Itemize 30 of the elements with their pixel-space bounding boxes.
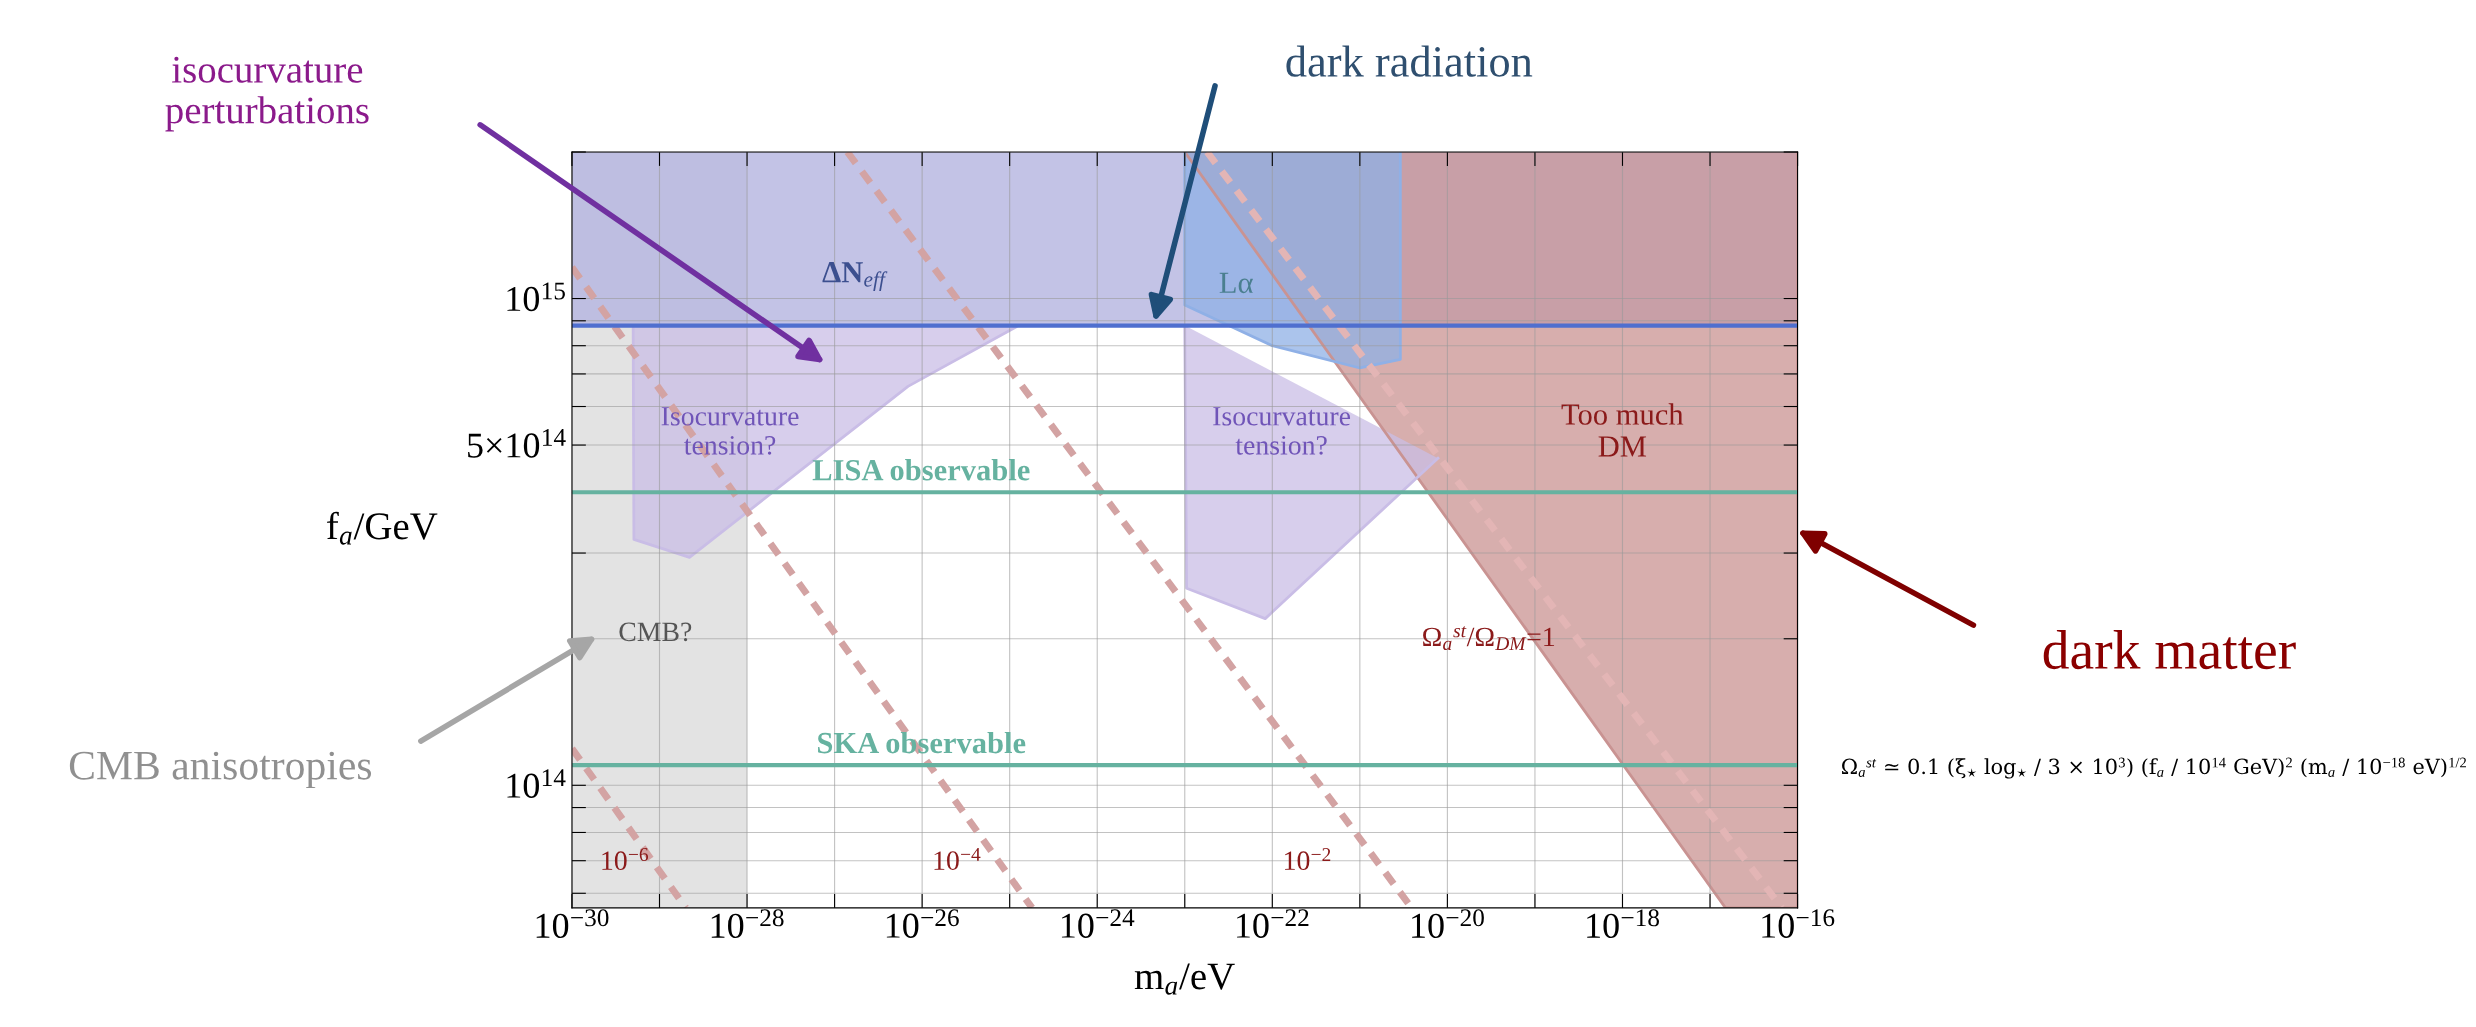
text: CMB anisotropies <box>69 751 372 789</box>
annotation: Ω$_{a}$$^{st}$/Ω$_{DM}$=1 <box>1423 626 1555 651</box>
annotation: ΔN$_{eff}$ <box>822 262 888 291</box>
annotation: Too much DM <box>1561 403 1684 457</box>
text: Ω$_{a}$$^{st}$ ≃ 0.1 (ξ$_{⋆}$ log$_{⋆}$ / 3 × 10$^{3}$) (f$_{a}$ / 10$^{14}$ GeV)$^{2}$ (m$_{a}$ / 10$^{−18}$ eV)$^{1/2}$ <box>1842 757 2466 779</box>
x-tick-label: 10$^{−18}$ <box>1587 909 1659 939</box>
ref-line-label: SKA observable <box>818 731 1026 754</box>
text: dark matter <box>2043 630 2296 670</box>
text: dark radiation <box>1286 45 1533 77</box>
y-tick-label: 5×10$^{14}$ <box>468 429 566 458</box>
annotation: CMB? <box>619 622 692 642</box>
x-axis-title: m$_{a}$/eV <box>1134 963 1235 995</box>
x-tick-label: 10$^{−20}$ <box>1412 909 1484 939</box>
text: isocurvature perturbations <box>165 56 369 132</box>
x-tick-label: 10$^{−24}$ <box>1061 909 1135 938</box>
x-tick-label: 10$^{−22}$ <box>1237 909 1309 938</box>
ref-line-label: LISA observable <box>812 458 1030 481</box>
annotation: 10$^{−6}$ <box>602 848 649 871</box>
annotation: Isocurvature tension? <box>661 407 799 455</box>
annotation: 10$^{−4}$ <box>934 848 981 871</box>
y-tick-label: 10$^{14}$ <box>507 769 566 798</box>
annotation: Lα <box>1219 272 1253 294</box>
x-tick-label: 10$^{−26}$ <box>886 909 959 938</box>
x-tick-label: 10$^{−16}$ <box>1762 909 1835 938</box>
y-axis-title: f$_{a}$/GeV <box>327 511 438 545</box>
y-tick-label: 10$^{15}$ <box>507 282 565 312</box>
annotation: Isocurvature tension? <box>1213 407 1351 455</box>
annotation: 10$^{−2}$ <box>1285 848 1331 871</box>
x-tick-label: 10$^{−30}$ <box>536 909 609 939</box>
x-tick-label: 10$^{−28}$ <box>711 909 784 939</box>
